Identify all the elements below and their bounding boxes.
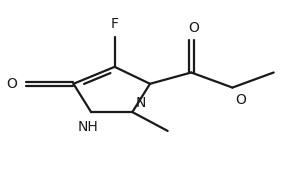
Text: F: F	[111, 17, 119, 31]
Text: O: O	[7, 77, 17, 91]
Text: O: O	[189, 21, 200, 35]
Text: O: O	[236, 93, 246, 107]
Text: N: N	[135, 96, 146, 110]
Text: NH: NH	[78, 120, 98, 134]
